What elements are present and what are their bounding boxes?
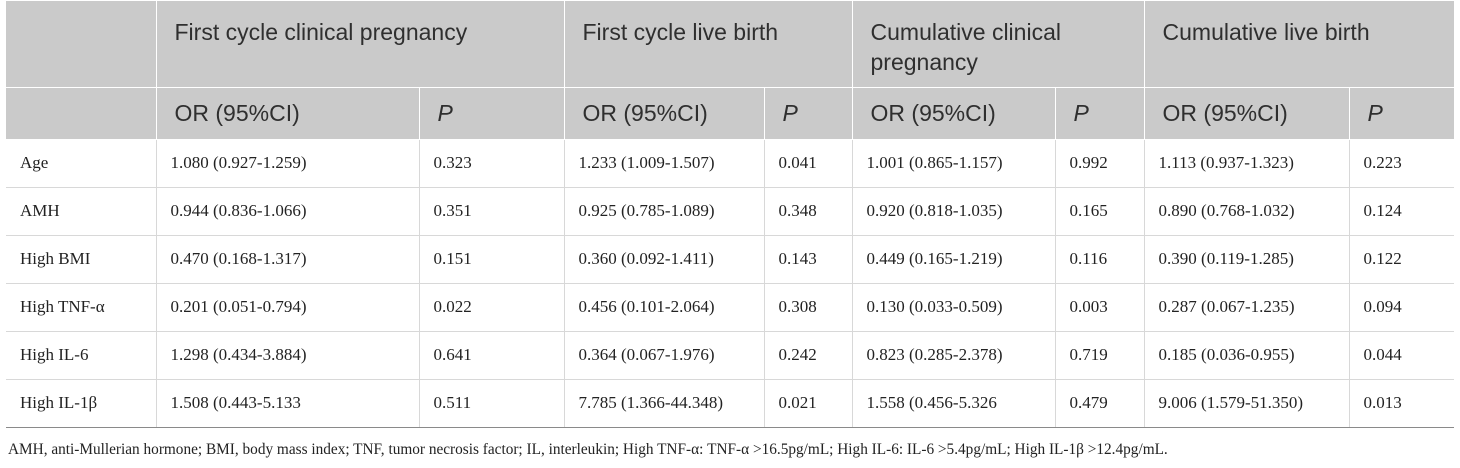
cell-or: 1.558 (0.456-5.326 (851, 379, 1056, 428)
cell-p: 0.013 (1348, 379, 1455, 428)
row-label: High IL-1β (6, 379, 156, 428)
cell-or: 0.456 (0.101-2.064) (563, 283, 764, 332)
cell-p: 0.116 (1054, 235, 1145, 284)
cell-p: 0.151 (418, 235, 564, 284)
table-row: High BMI 0.470 (0.168-1.317) 0.151 0.360… (6, 235, 1455, 284)
header-row-groups: First cycle clinical pregnancy First cyc… (6, 1, 1455, 88)
header-cumulative-clinical-pregnancy: Cumulative clinical pregnancy (851, 1, 1145, 88)
row-label: High BMI (6, 235, 156, 284)
table-footnote: AMH, anti-Mullerian hormone; BMI, body m… (8, 441, 1168, 458)
cell-p: 0.094 (1348, 283, 1455, 332)
cell-p: 0.122 (1348, 235, 1455, 284)
table-row: Age 1.080 (0.927-1.259) 0.323 1.233 (1.0… (6, 139, 1455, 188)
table-row: High IL-1β 1.508 (0.443-5.133 0.511 7.78… (6, 379, 1455, 428)
subheader-or: OR (95%CI) (155, 87, 419, 140)
cell-or: 0.470 (0.168-1.317) (155, 235, 419, 284)
header-empty-corner (6, 1, 156, 88)
subheader-or: OR (95%CI) (563, 87, 764, 140)
cell-or: 7.785 (1.366-44.348) (563, 379, 764, 428)
cell-or: 0.287 (0.067-1.235) (1143, 283, 1350, 332)
header-first-cycle-clinical-pregnancy: First cycle clinical pregnancy (155, 1, 564, 88)
cell-or: 1.508 (0.443-5.133 (155, 379, 419, 428)
row-label: High IL-6 (6, 331, 156, 380)
cell-p: 0.511 (418, 379, 564, 428)
cell-or: 0.390 (0.119-1.285) (1143, 235, 1350, 284)
cell-p: 0.719 (1054, 331, 1145, 380)
cell-p: 0.242 (763, 331, 853, 380)
cell-or: 0.185 (0.036-0.955) (1143, 331, 1350, 380)
cell-p: 0.223 (1348, 139, 1455, 188)
table-row: AMH 0.944 (0.836-1.066) 0.351 0.925 (0.7… (6, 187, 1455, 236)
cell-p: 0.041 (763, 139, 853, 188)
header-first-cycle-live-birth: First cycle live birth (563, 1, 853, 88)
table-row: High IL-6 1.298 (0.434-3.884) 0.641 0.36… (6, 331, 1455, 380)
cell-p: 0.021 (763, 379, 853, 428)
subheader-empty (6, 87, 156, 140)
cell-or: 9.006 (1.579-51.350) (1143, 379, 1350, 428)
cell-p: 0.165 (1054, 187, 1145, 236)
cell-or: 1.298 (0.434-3.884) (155, 331, 419, 380)
cell-or: 1.001 (0.865-1.157) (851, 139, 1056, 188)
row-label: High TNF-α (6, 283, 156, 332)
cell-p: 0.348 (763, 187, 853, 236)
cell-p: 0.003 (1054, 283, 1145, 332)
header-cumulative-live-birth: Cumulative live birth (1143, 1, 1455, 88)
subheader-p: P (1054, 87, 1145, 140)
cell-p: 0.308 (763, 283, 853, 332)
cell-or: 1.113 (0.937-1.323) (1143, 139, 1350, 188)
cell-or: 0.823 (0.285-2.378) (851, 331, 1056, 380)
subheader-p: P (1348, 87, 1455, 140)
cell-p: 0.022 (418, 283, 564, 332)
cell-p: 0.323 (418, 139, 564, 188)
cell-or: 1.080 (0.927-1.259) (155, 139, 419, 188)
cell-p: 0.351 (418, 187, 564, 236)
subheader-or: OR (95%CI) (1143, 87, 1350, 140)
subheader-or: OR (95%CI) (851, 87, 1056, 140)
cell-p: 0.992 (1054, 139, 1145, 188)
cell-or: 0.925 (0.785-1.089) (563, 187, 764, 236)
table-header: First cycle clinical pregnancy First cyc… (6, 1, 1455, 140)
cell-p: 0.641 (418, 331, 564, 380)
header-row-subheaders: OR (95%CI) P OR (95%CI) P OR (95%CI) P O… (6, 87, 1455, 140)
subheader-p: P (763, 87, 853, 140)
row-label: Age (6, 139, 156, 188)
subheader-p: P (418, 87, 564, 140)
cell-or: 0.360 (0.092-1.411) (563, 235, 764, 284)
cell-or: 0.920 (0.818-1.035) (851, 187, 1056, 236)
cell-p: 0.124 (1348, 187, 1455, 236)
results-table: First cycle clinical pregnancy First cyc… (6, 1, 1455, 428)
table-row: High TNF-α 0.201 (0.051-0.794) 0.022 0.4… (6, 283, 1455, 332)
cell-p: 0.044 (1348, 331, 1455, 380)
cell-or: 0.944 (0.836-1.066) (155, 187, 419, 236)
cell-or: 0.449 (0.165-1.219) (851, 235, 1056, 284)
cell-or: 1.233 (1.009-1.507) (563, 139, 764, 188)
row-label: AMH (6, 187, 156, 236)
cell-or: 0.890 (0.768-1.032) (1143, 187, 1350, 236)
cell-or: 0.130 (0.033-0.509) (851, 283, 1056, 332)
cell-p: 0.479 (1054, 379, 1145, 428)
cell-or: 0.364 (0.067-1.976) (563, 331, 764, 380)
table-body: Age 1.080 (0.927-1.259) 0.323 1.233 (1.0… (6, 139, 1455, 428)
cell-or: 0.201 (0.051-0.794) (155, 283, 419, 332)
cell-p: 0.143 (763, 235, 853, 284)
